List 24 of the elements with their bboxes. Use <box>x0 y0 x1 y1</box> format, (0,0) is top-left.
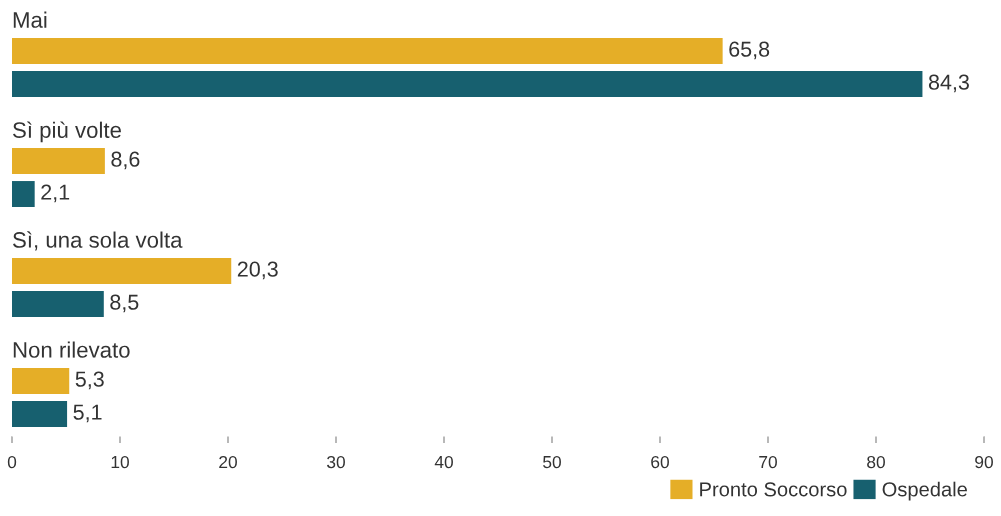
data-label: 5,1 <box>73 404 102 423</box>
data-label: 5,3 <box>75 371 104 390</box>
y-tick-label: Sì, una sola volta <box>13 231 183 251</box>
data-label: 20,3 <box>237 261 278 280</box>
legend-label: Pronto Soccorso <box>700 482 847 497</box>
x-tick-label: 80 <box>867 455 885 469</box>
legend-label: Ospedale <box>882 481 967 501</box>
x-tick-label: 50 <box>543 455 561 469</box>
x-tick-label: 30 <box>327 455 345 469</box>
x-tick-label: 10 <box>111 455 129 469</box>
x-tick-label: 40 <box>434 455 453 469</box>
x-tick-label: 90 <box>975 455 993 469</box>
x-tick-label: 60 <box>651 455 669 469</box>
data-label: 8,6 <box>111 151 140 170</box>
x-tick-label: 0 <box>7 455 17 469</box>
y-tick-label: Non rilevato <box>13 341 130 358</box>
data-label: 65,8 <box>729 41 770 60</box>
data-label: 2,1 <box>41 184 70 203</box>
y-tick-label: Mai <box>13 11 47 28</box>
x-tick-label: 20 <box>219 455 237 469</box>
y-tick-label: Sì più volte <box>13 121 121 143</box>
data-label: 84,3 <box>928 74 969 93</box>
data-label: 8,5 <box>110 294 139 313</box>
x-tick-label: 70 <box>759 455 777 469</box>
